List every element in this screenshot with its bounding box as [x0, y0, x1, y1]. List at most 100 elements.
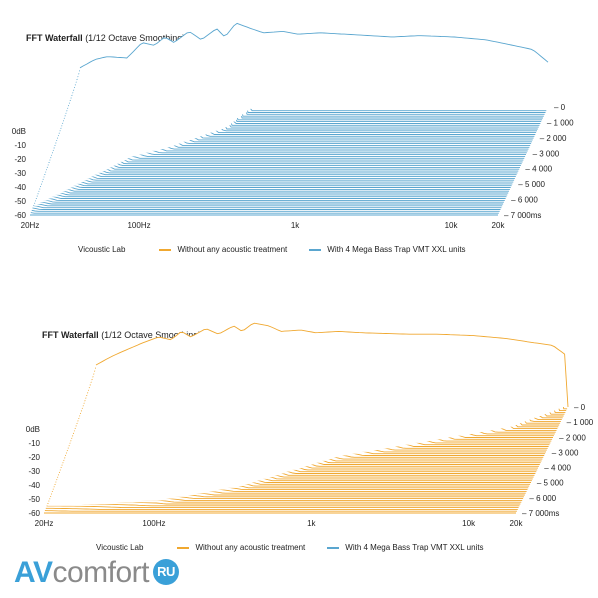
slice-fill — [80, 23, 548, 107]
y-tick-label: -10 — [14, 141, 26, 150]
slice-fill — [52, 152, 520, 168]
waterfall-slice-line — [56, 138, 525, 159]
waterfall-slice-line — [31, 209, 500, 212]
y-tick-label: -30 — [14, 169, 26, 178]
x-tick-label: 100Hz — [142, 519, 165, 528]
waterfall-slice-line — [32, 207, 501, 210]
legend-label-untreated: Without any acoustic treatment — [195, 543, 306, 552]
legend-swatch-untreated — [159, 248, 172, 251]
waterfall-slice-line — [38, 190, 507, 198]
slice-fill — [50, 157, 519, 172]
slice-fill — [53, 147, 522, 164]
waterfall-slice-line — [35, 197, 504, 203]
y-tick-label: -50 — [14, 197, 26, 206]
slice-fill — [37, 193, 506, 199]
waterfall-slice-line — [54, 144, 523, 163]
chart-title: FFT Waterfall (1/12 Octave Smoothing) — [42, 330, 201, 340]
slice-fill — [51, 490, 524, 497]
waterfall-slice-line — [47, 502, 520, 507]
time-tick-label: – 1 000 — [567, 418, 594, 427]
x-tick-label: 100Hz — [127, 221, 150, 230]
waterfall-slice-line — [46, 505, 519, 509]
time-tick-label: – 5 000 — [537, 479, 564, 488]
time-tick-label: – 7 000ms — [504, 211, 541, 220]
waterfall-chart-top: FFT Waterfall (1/12 Octave Smoothing) 0d… — [0, 0, 598, 270]
time-tick-label: – 3 000 — [552, 448, 579, 457]
waterfall-slice-line — [79, 22, 549, 69]
waterfall-slice-line — [53, 146, 522, 165]
waterfall-slice-line — [50, 157, 519, 172]
time-tick-label: – 0 — [574, 403, 586, 412]
y-tick-label: -40 — [14, 183, 26, 192]
waterfall-slice-line — [45, 171, 514, 183]
x-tick-label: 1k — [307, 519, 316, 528]
slice-fill — [46, 505, 519, 508]
waterfall-slice-line — [30, 212, 499, 214]
y-tick-label: 0dB — [12, 127, 26, 136]
legend-item-untreated: Without any acoustic treatment — [159, 245, 287, 254]
waterfall-slice-line — [34, 202, 503, 207]
chart-title-main: FFT Waterfall — [26, 33, 83, 43]
slice-fill — [52, 149, 521, 166]
y-tick-label: -10 — [28, 439, 40, 448]
time-tick-label: – 5 000 — [518, 180, 545, 189]
waterfall-slice-line — [46, 169, 515, 181]
slice-fill — [47, 503, 520, 506]
waterfall-slice-line — [44, 174, 513, 185]
time-tick-label: – 3 000 — [533, 149, 560, 158]
x-tick-label: 1k — [291, 221, 300, 230]
chart-legend: Vicoustic Lab Without any acoustic treat… — [96, 543, 506, 552]
slice-fill — [47, 164, 516, 177]
waterfall-slice-line — [52, 149, 521, 167]
time-tick-label: – 2 000 — [540, 134, 567, 143]
slice-fill — [51, 154, 520, 170]
x-tick-label: 10k — [462, 519, 476, 528]
chart-title-main: FFT Waterfall — [42, 330, 99, 340]
legend-label-treated: With 4 Mega Bass Trap VMT XXL units — [345, 543, 484, 552]
time-tick-label: – 4 000 — [525, 165, 552, 174]
time-tick-label: – 6 000 — [511, 196, 538, 205]
legend-swatch-untreated — [177, 546, 190, 549]
waterfall-slice-line — [33, 205, 502, 209]
waterfall-slice-line — [46, 166, 515, 179]
waterfall-slice-line — [35, 200, 504, 205]
waterfall-slice-line — [49, 159, 518, 174]
waterfall-slice-line — [55, 141, 524, 161]
chart-title-sub: (1/12 Octave Smoothing) — [85, 33, 186, 43]
time-tick-label: – 6 000 — [529, 494, 556, 503]
y-tick-label: -50 — [28, 495, 40, 504]
waterfall-slice-line — [42, 178, 511, 188]
y-tick-label: -20 — [14, 155, 26, 164]
legend-brand: Vicoustic Lab — [96, 543, 144, 552]
y-tick-label: -30 — [28, 467, 40, 476]
watermark-ru-badge: RU — [152, 559, 179, 585]
waterfall-slice-line — [41, 181, 510, 190]
slice-fill — [96, 323, 568, 407]
y-tick-label: -60 — [28, 509, 40, 518]
y-tick-label: -60 — [14, 211, 26, 220]
time-tick-label: – 4 000 — [544, 464, 571, 473]
waterfall-slice-line — [45, 507, 518, 510]
legend-item-untreated: Without any acoustic treatment — [177, 543, 305, 552]
legend-label-treated: With 4 Mega Bass Trap VMT XXL units — [327, 245, 466, 254]
site-watermark-logo: AV comfort RU — [14, 556, 179, 591]
x-tick-label: 20Hz — [21, 221, 40, 230]
x-tick-label: 20k — [492, 221, 506, 230]
waterfall-slice-line — [40, 183, 509, 192]
chart-legend: Vicoustic Lab Without any acoustic treat… — [78, 245, 488, 254]
legend-item-treated: With 4 Mega Bass Trap VMT XXL units — [309, 245, 466, 254]
waterfall-slice-line — [51, 154, 520, 170]
waterfall-slice-line — [39, 188, 508, 196]
waterfall-slice-line — [47, 164, 516, 178]
y-tick-label: -20 — [28, 453, 40, 462]
waterfall-slice-line — [36, 195, 505, 201]
time-tick-label: – 1 000 — [547, 118, 574, 127]
legend-label-untreated: Without any acoustic treatment — [177, 245, 288, 254]
waterfall-slice-line — [43, 176, 512, 187]
x-tick-label: 10k — [445, 221, 459, 230]
time-tick-label: – 2 000 — [559, 433, 586, 442]
legend-item-treated: With 4 Mega Bass Trap VMT XXL units — [327, 543, 484, 552]
chart-title-sub: (1/12 Octave Smoothing) — [101, 330, 202, 340]
